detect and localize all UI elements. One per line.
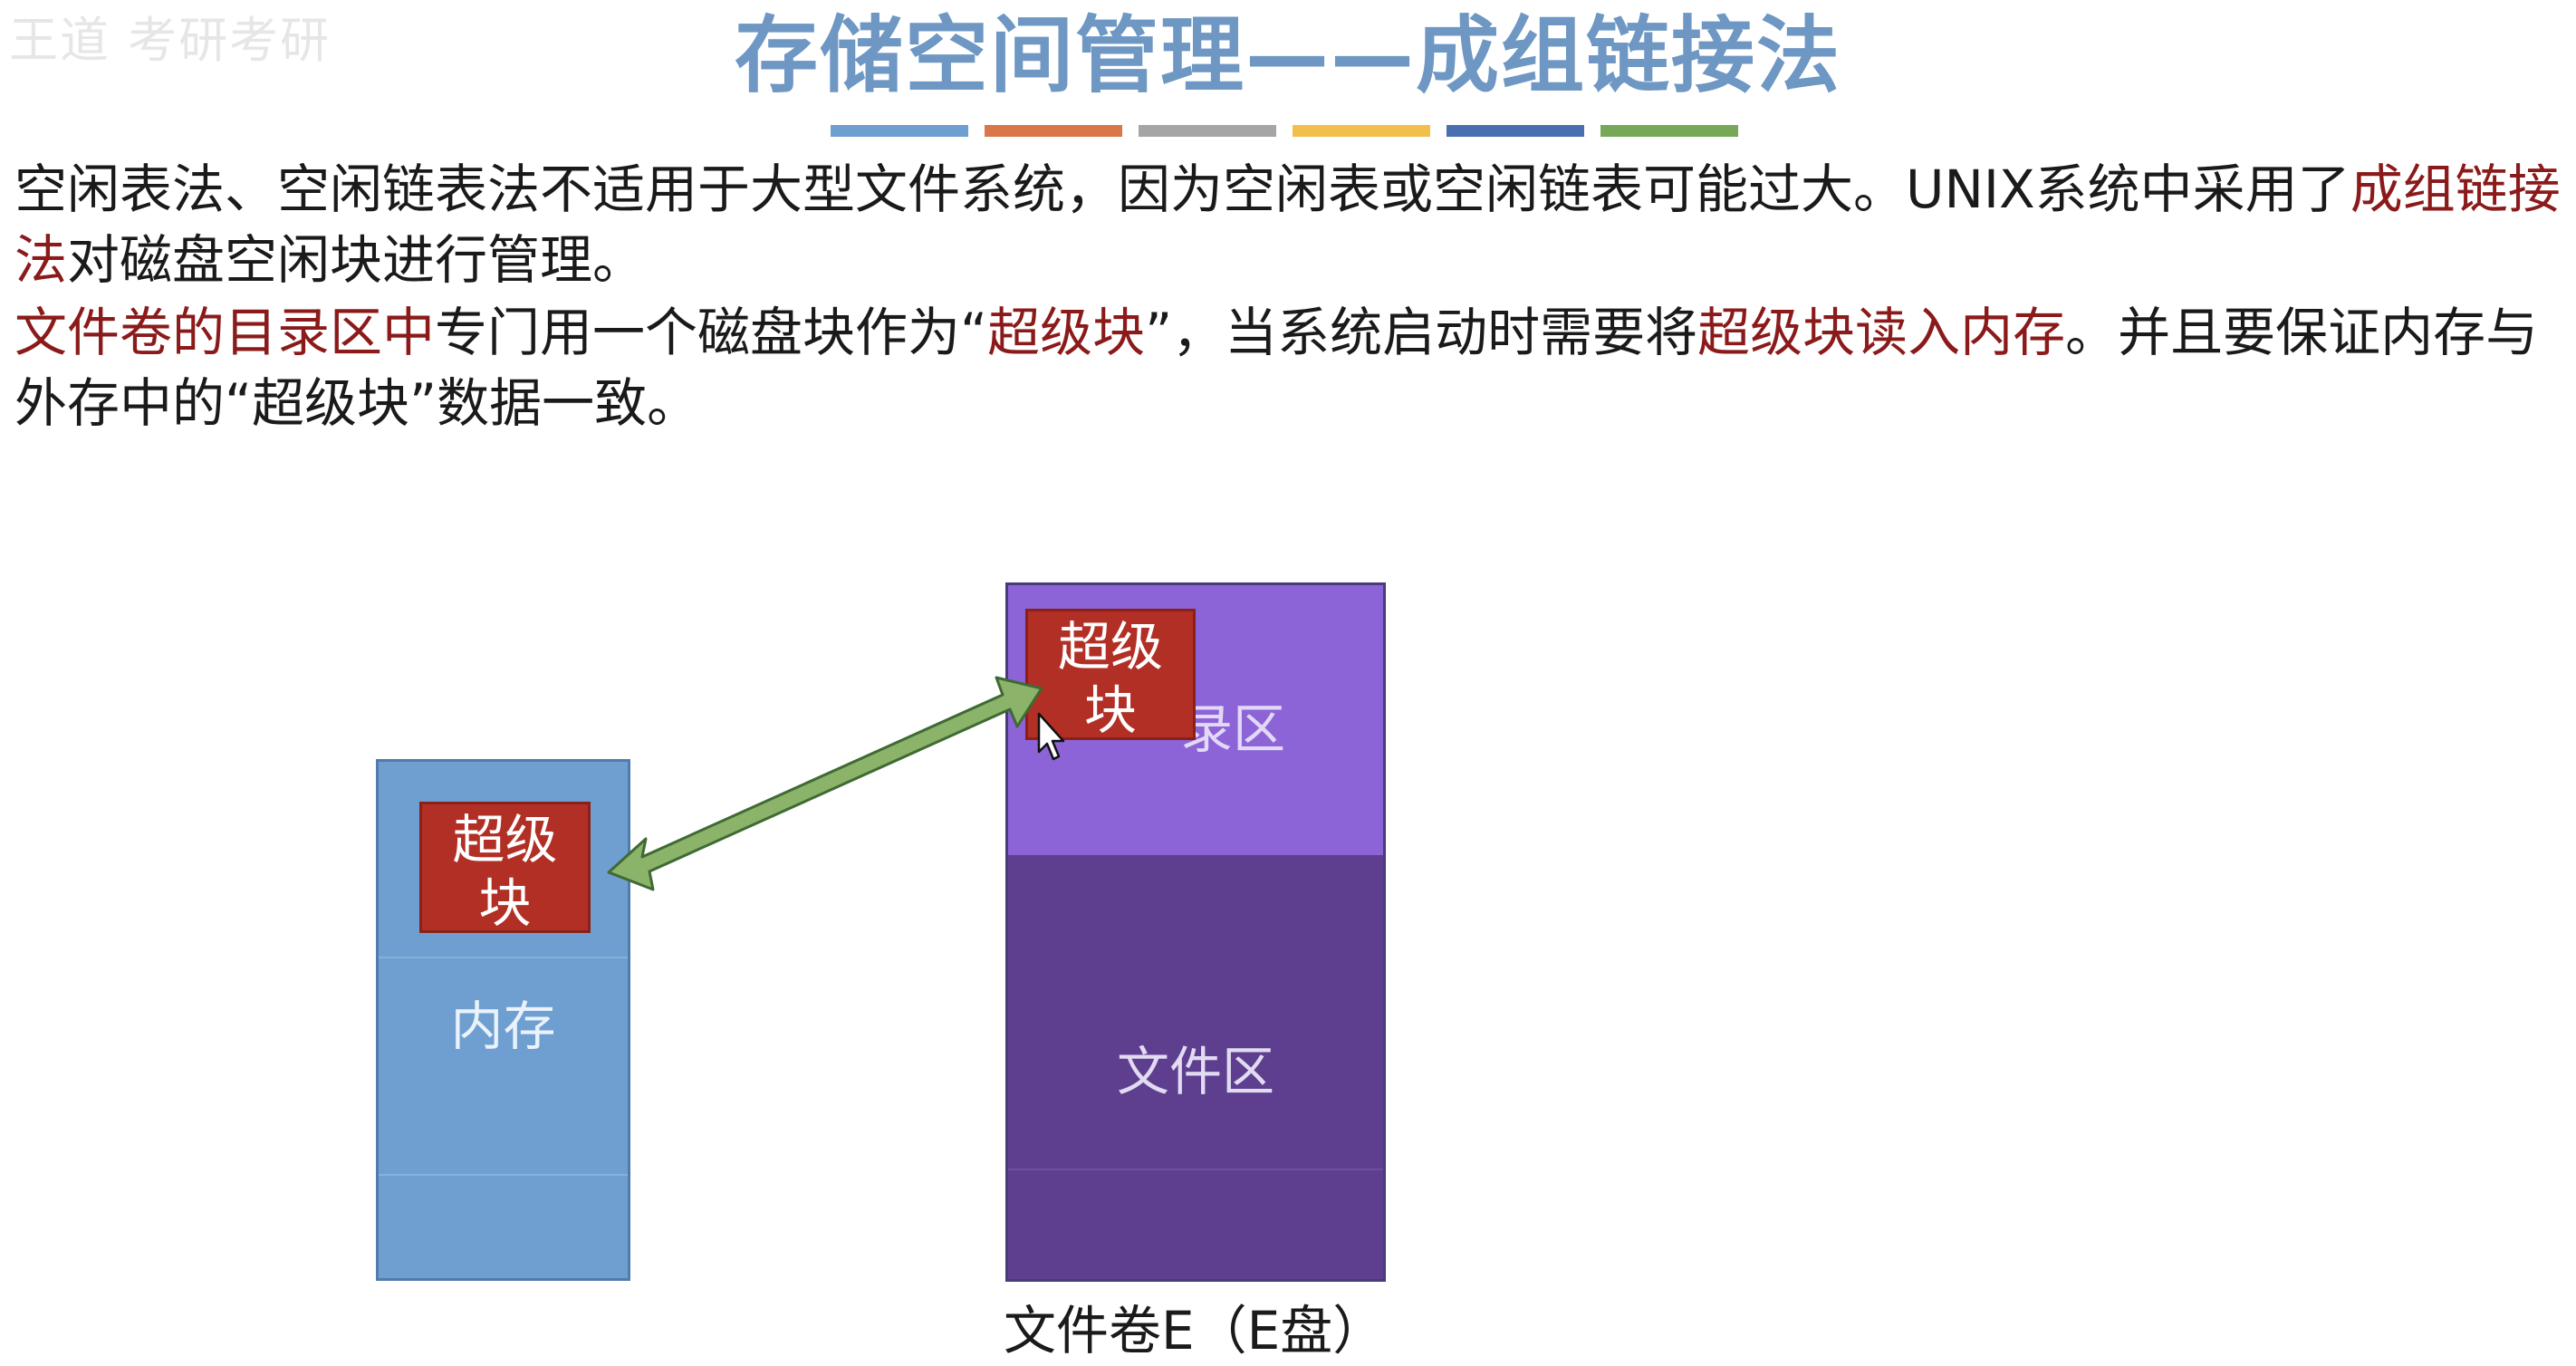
color-bar-gray [1139,125,1276,137]
para1-highlight-grouped-linking: 成组链接法 [14,159,2561,291]
memory-superblock-line1: 超级 [452,809,558,871]
color-bar-green [1600,125,1738,137]
disk-superblock-line2: 块 [1083,679,1137,741]
directory-area-label: 录区 [1180,698,1286,760]
color-bar-yellow [1293,125,1430,137]
disk-superblock: 超级 块 [1025,609,1196,741]
color-bar-orange [985,125,1122,137]
para1-text-b: 对磁盘空闲块进行管理。 [67,229,646,291]
para2-text-c: 。并且要保证内存与外存中的“超级块”数据一致。 [14,302,2539,434]
para2-highlight-superblock: 超级块 [987,302,1146,363]
slide-title: 存储空间管理——成组链接法 [734,7,1841,104]
para1-text-a: 空闲表法、空闲链表法不适用于大型文件系统，因为空闲表或空闲链表可能过大。UNIX… [14,159,2350,220]
file-area-divider [1008,1169,1383,1170]
disk-superblock-line1: 超级 [1057,616,1163,678]
title-color-bars [831,125,1738,137]
double-headed-arrow [607,676,1043,891]
para2-highlight-directory-area: 文件卷的目录区中 [14,302,436,363]
para2-text-b: ”，当系统启动时需要将 [1145,302,1698,363]
color-bar-blue [831,125,968,137]
volume-caption: 文件卷E（E盘） [1004,1300,1386,1361]
watermark: 王道 考研考研 [9,12,332,69]
memory-label: 内存 [450,996,556,1057]
memory-divider [379,1174,628,1176]
para2-text-a: 专门用一个磁盘块作为“ [435,302,988,363]
file-area-label: 文件区 [1116,1041,1274,1102]
memory-superblock: 超级 块 [419,802,591,934]
paragraph-free-space-methods: 空闲表法、空闲链表法不适用于大型文件系统，因为空闲表或空闲链表可能过大。UNIX… [14,154,2562,295]
memory-superblock-line2: 块 [478,872,532,934]
memory-divider [379,957,628,958]
color-bar-navy [1447,125,1584,137]
para2-highlight-read-into-memory: 超级块读入内存 [1697,302,2066,363]
file-area: 文件区 [1008,855,1383,1279]
mouse-cursor-icon [1037,712,1065,761]
paragraph-superblock: 文件卷的目录区中专门用一个磁盘块作为“超级块”，当系统启动时需要将超级块读入内存… [14,297,2562,438]
